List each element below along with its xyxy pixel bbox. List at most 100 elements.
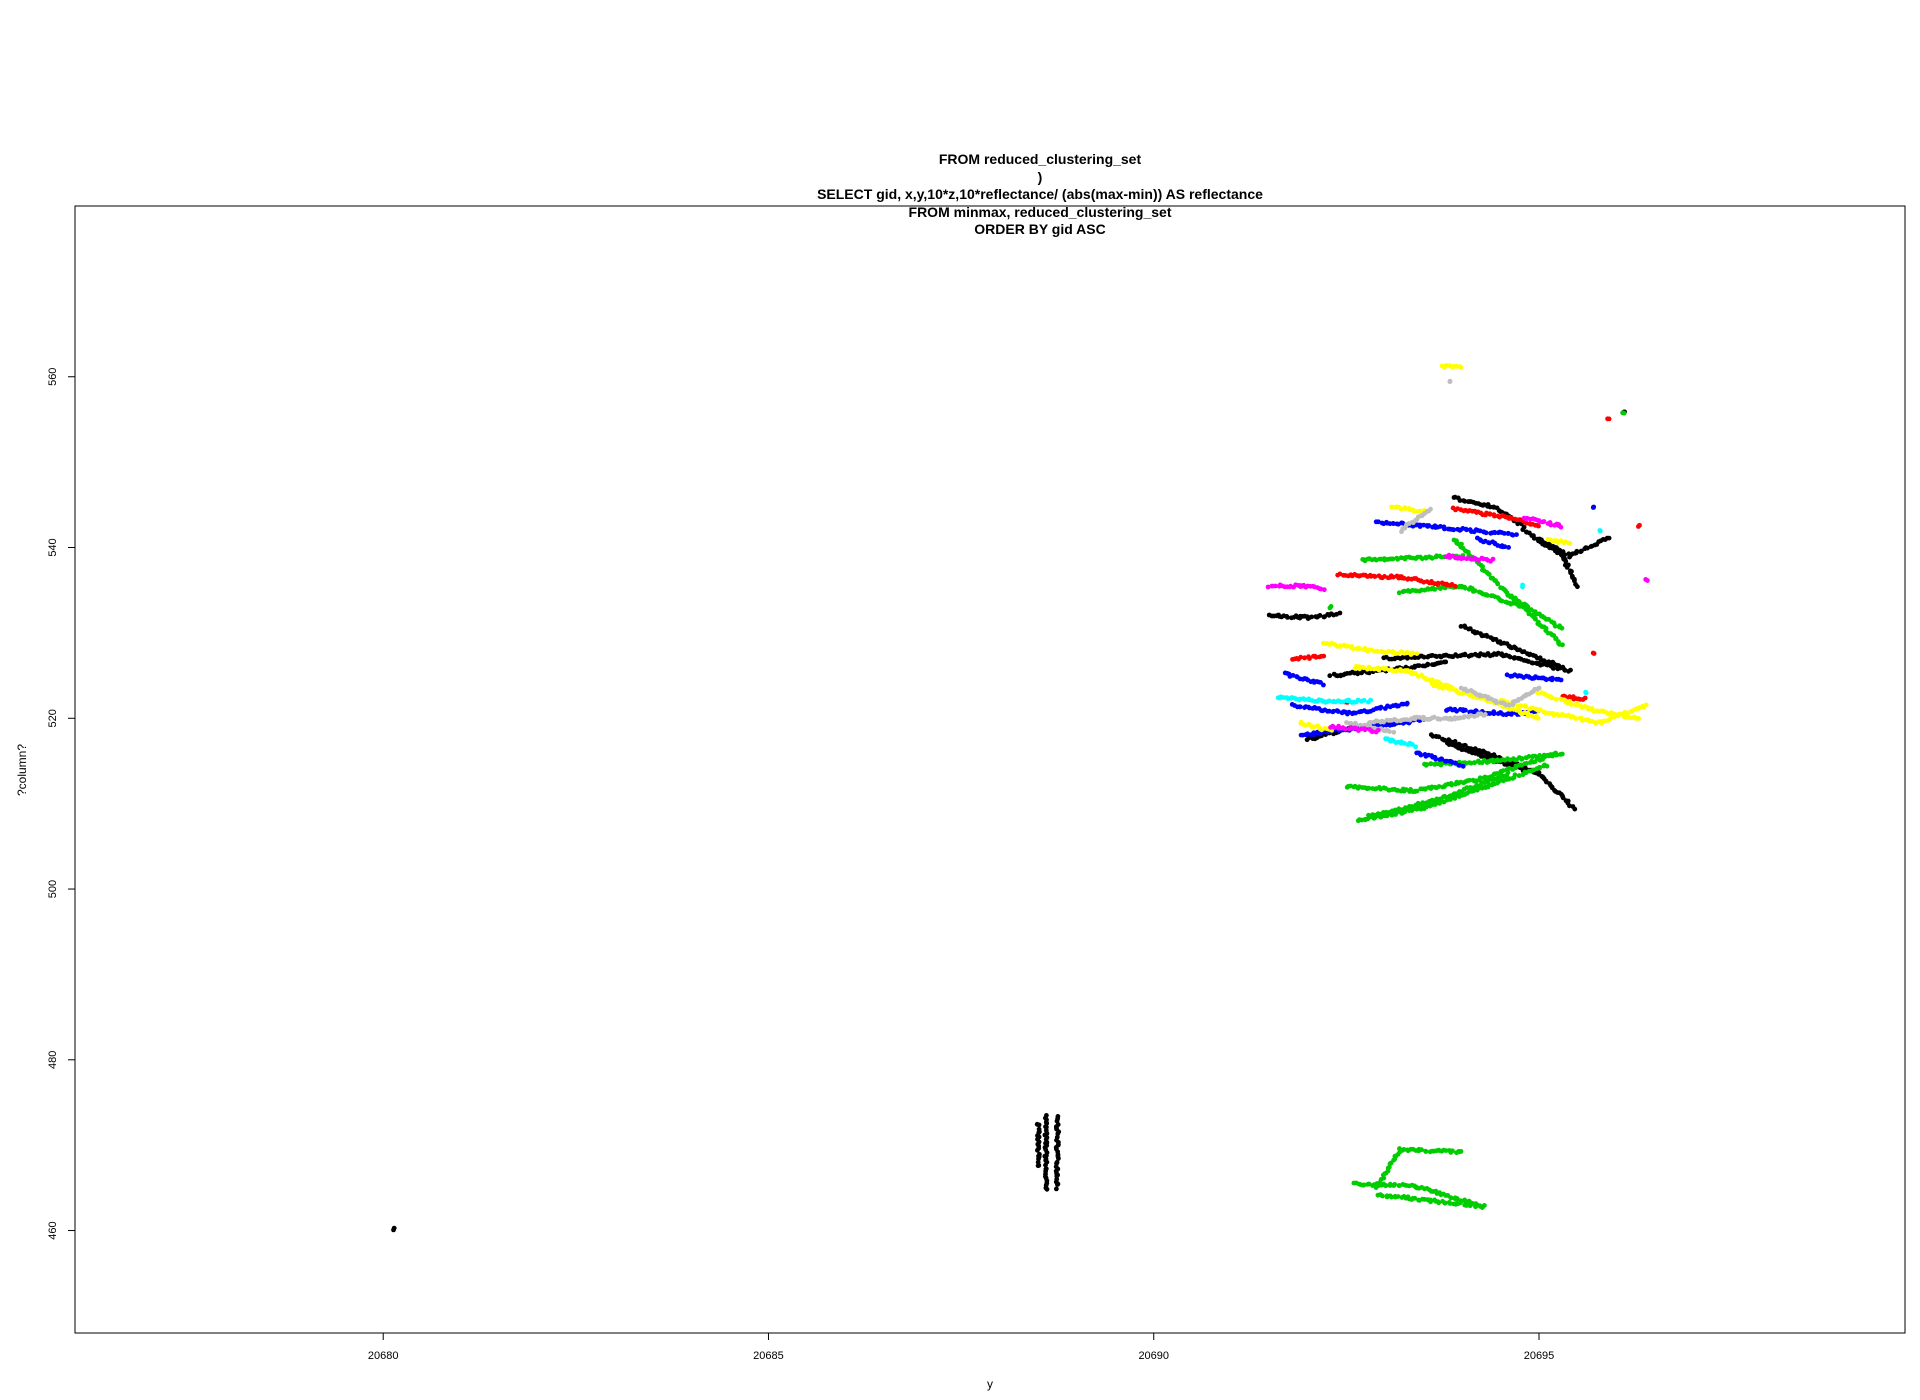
data-point [1426,523,1432,528]
data-point [1290,673,1296,678]
data-point [1464,688,1470,694]
data-point [1559,751,1565,757]
x-tick-label: 20695 [1524,1350,1555,1362]
data-point [1551,712,1556,718]
data-point [1383,809,1389,815]
data-point [1420,800,1425,806]
data-point [1419,1147,1424,1153]
title-line-4: FROM minmax, reduced_clustering_set [909,204,1172,220]
data-point [1492,513,1497,519]
title-line-3: SELECT gid, x,y,10*z,10*reflectance/ (ab… [817,186,1263,202]
data-point [1567,541,1573,546]
data-point [1543,753,1549,759]
data-point [1327,698,1332,704]
data-point [1558,677,1564,683]
x-axis-ticks: 20680 20685 20690 20695 [368,1333,1554,1362]
data-point [1454,708,1459,714]
data-point [1396,590,1402,596]
data-points [391,363,1650,1233]
data-point [1368,666,1374,672]
data-point [1572,806,1578,812]
data-point [1463,1199,1468,1204]
data-point [1353,710,1358,716]
data-point [1462,714,1467,719]
data-point [1350,646,1356,652]
data-point [1321,682,1326,688]
data-point [1520,527,1526,533]
data-point [1429,555,1435,561]
data-point [391,1225,397,1231]
data-point [1499,598,1505,604]
data-point [1506,702,1512,708]
data-point [1044,1186,1050,1192]
data-point [1043,1162,1048,1168]
data-point [1520,584,1525,590]
data-point [1472,760,1478,766]
data-point [1309,614,1314,620]
data-point [1302,697,1308,702]
data-point [1366,670,1372,676]
y-tick-label: 500 [47,880,59,898]
data-point [1477,775,1483,781]
data-point [1442,1200,1448,1206]
data-point [1484,634,1490,639]
data-point [1492,530,1498,536]
data-point [1516,773,1522,778]
data-point [1509,712,1514,717]
data-point [1366,785,1372,791]
data-point [1428,1199,1433,1205]
data-point [1510,532,1516,538]
data-point [1402,588,1407,594]
data-point [1302,655,1307,661]
data-point [1483,530,1489,536]
data-point [1387,729,1392,734]
data-point [1574,548,1580,554]
data-point [1563,558,1569,564]
data-point [1526,754,1532,759]
data-point [1591,651,1597,656]
data-point [1376,667,1382,673]
data-point [1514,532,1519,537]
data-point [1562,552,1568,558]
data-point [1567,694,1573,700]
data-point [1464,527,1469,533]
data-point [1409,742,1415,747]
data-point [1332,725,1337,730]
data-point [1440,685,1446,691]
data-point [1436,1200,1442,1206]
y-tick-label: 560 [47,368,59,386]
y-tick-label: 460 [47,1221,59,1239]
x-tick-label: 20690 [1138,1350,1169,1362]
data-point [1606,535,1612,541]
data-point [1335,709,1341,714]
data-point [1394,718,1400,724]
data-point [1491,711,1497,717]
data-point [1458,364,1464,370]
data-point [1551,666,1556,671]
data-point [1035,1163,1041,1169]
data-point [1469,694,1475,699]
data-point [1450,1148,1455,1154]
data-point [1552,623,1558,629]
data-point [1457,1200,1463,1206]
data-point [1636,716,1641,721]
data-point [1586,706,1591,712]
data-point [1443,659,1449,665]
data-point [1502,544,1508,550]
data-point [1457,498,1463,503]
data-point [1391,574,1396,580]
data-point [1442,526,1447,532]
data-point [1378,704,1384,710]
data-point [1425,661,1431,667]
data-point [1564,565,1570,570]
data-point [1549,675,1555,681]
data-point [1535,716,1541,721]
data-point [1544,763,1550,769]
data-point [1415,800,1421,806]
data-point [1462,585,1468,591]
data-point [1375,648,1380,654]
data-point [1382,574,1387,579]
data-point [1462,652,1468,658]
data-point [1355,670,1361,676]
data-point [1575,584,1580,590]
